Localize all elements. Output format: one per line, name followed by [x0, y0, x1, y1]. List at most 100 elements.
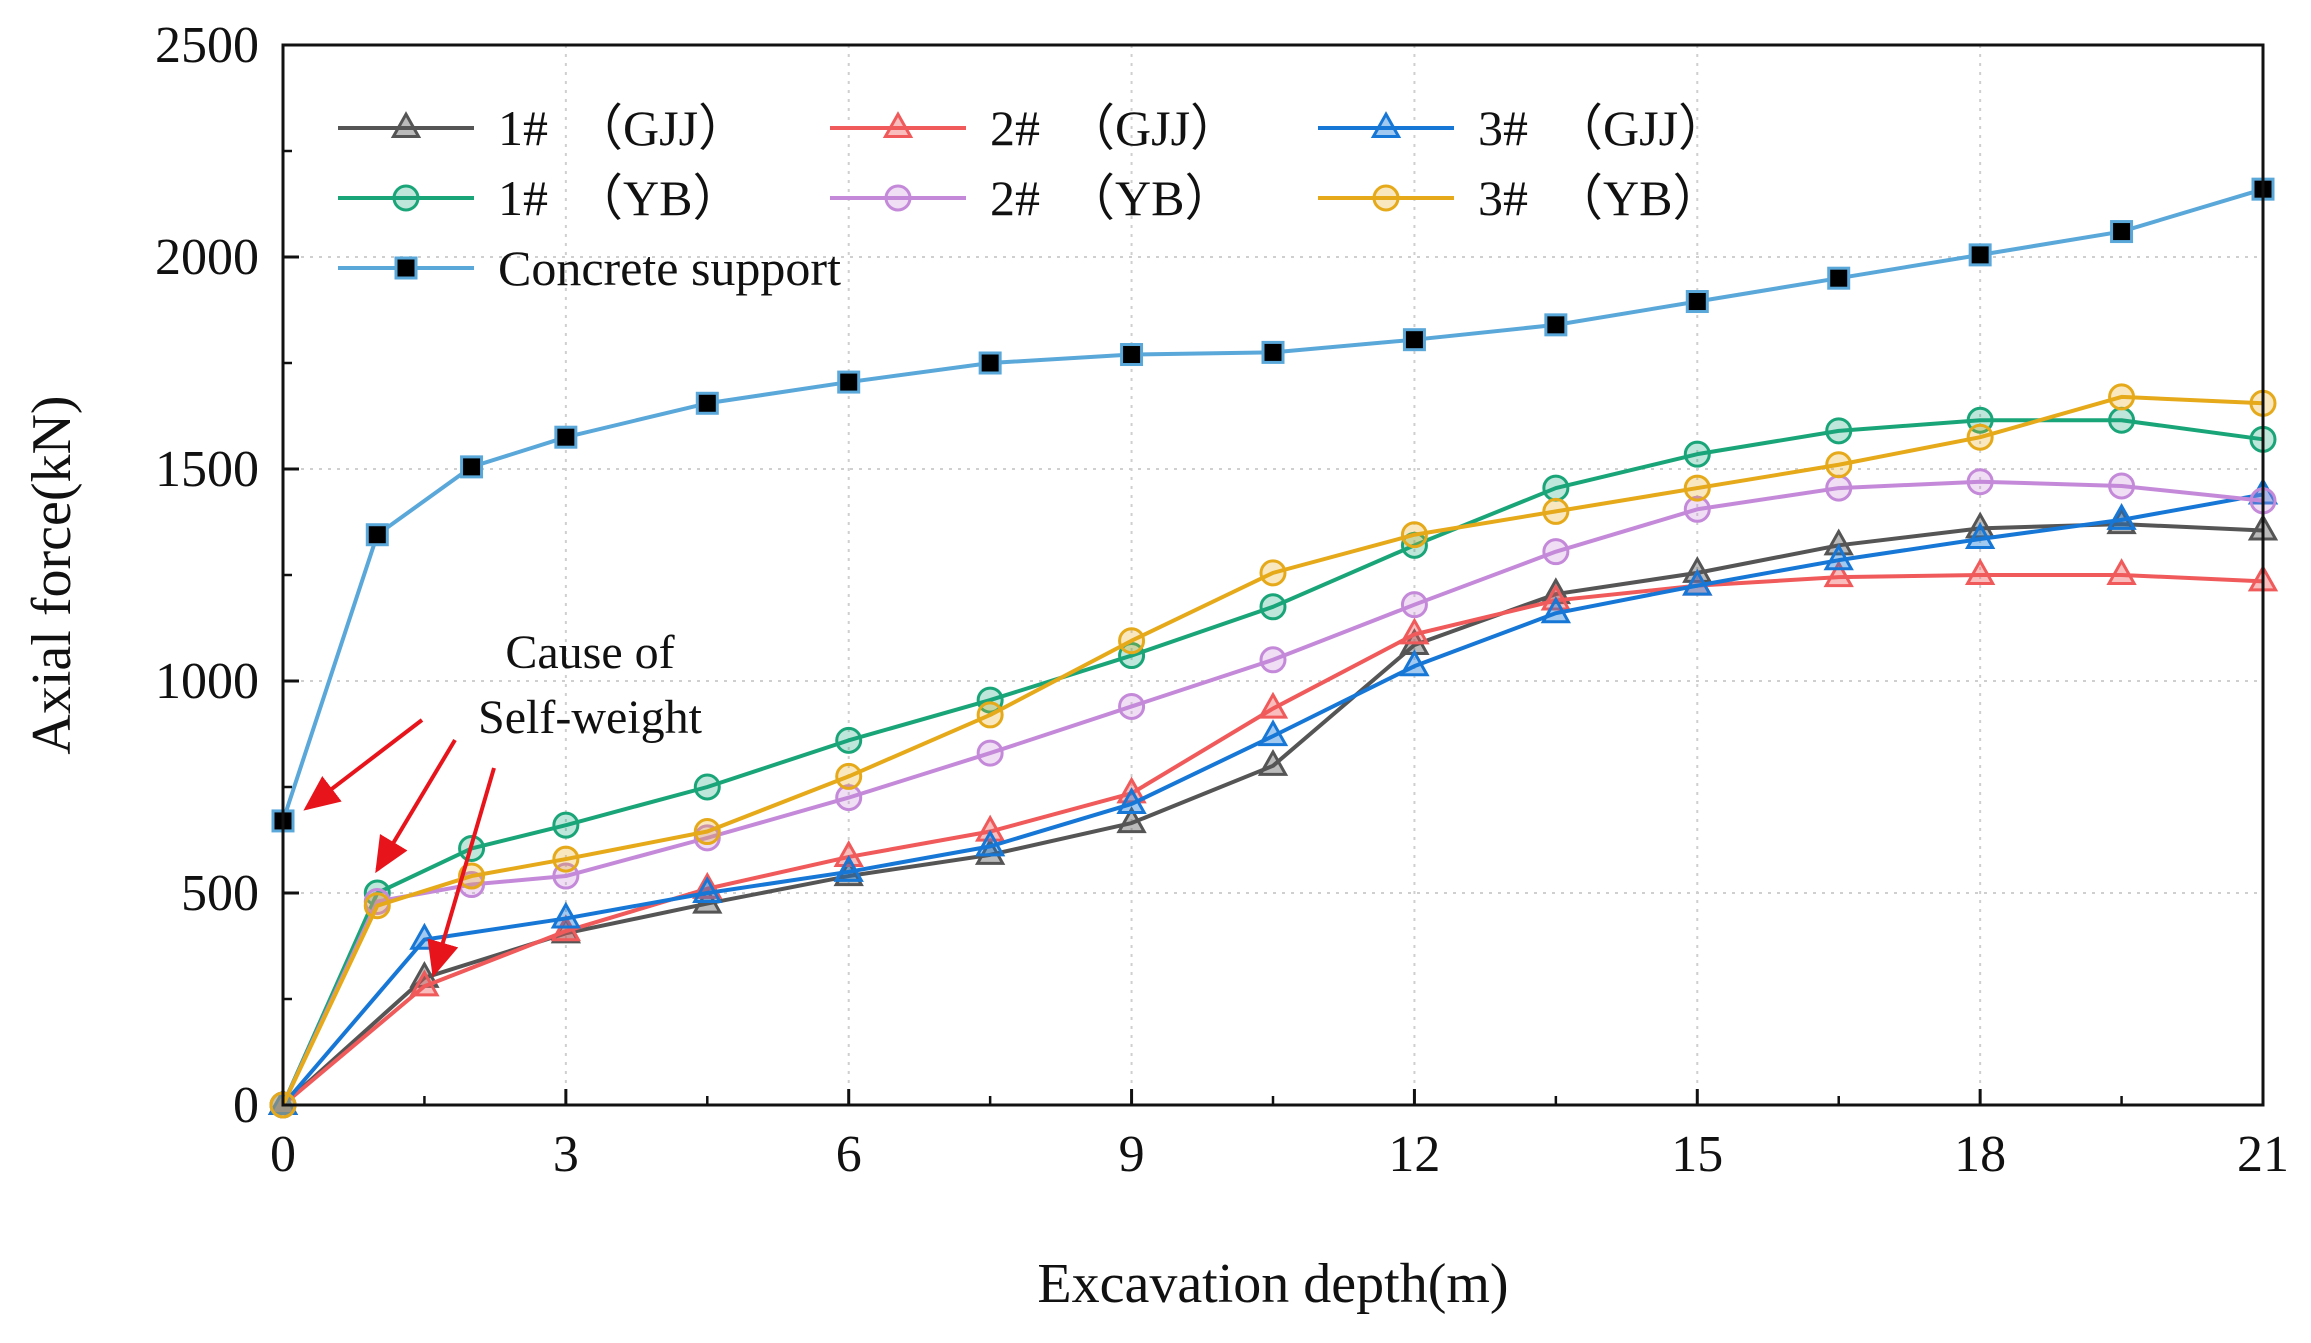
x-tick-label: 21 — [2237, 1126, 2289, 1183]
legend-item: 1# （YB） — [338, 170, 742, 226]
data-point — [1261, 340, 1285, 364]
data-point — [1257, 691, 1289, 719]
series-line — [281, 394, 2264, 1106]
data-point — [550, 901, 582, 929]
x-tick-label: 15 — [1671, 1126, 1723, 1183]
legend-item: 3# （GJJ） — [1318, 100, 1728, 156]
series-line — [281, 479, 2264, 1106]
annotation-text: Cause of — [505, 626, 674, 679]
data-point — [460, 455, 484, 479]
legend-item: Concrete support — [338, 240, 841, 296]
data-point — [1400, 521, 1428, 549]
data-point — [695, 391, 719, 415]
legend-label: 3# （GJJ） — [1478, 100, 1728, 156]
annotation-text: Self-weight — [478, 691, 703, 744]
data-point — [1116, 787, 1147, 815]
data-point — [833, 840, 864, 868]
data-point — [552, 811, 580, 839]
data-point — [1964, 522, 1996, 550]
data-point — [835, 726, 863, 754]
data-point — [1540, 596, 1572, 624]
y-tick-label: 500 — [181, 865, 259, 922]
legend-label: 3# （YB） — [1478, 170, 1722, 226]
series-line — [281, 187, 2264, 822]
y-tick-label: 2000 — [155, 229, 259, 286]
legend: 1# （GJJ） 2# （GJJ） 3# （GJJ） 1# （YB） 2# （YB） 3#… — [338, 100, 1728, 296]
x-tick-label: 12 — [1388, 1126, 1440, 1183]
legend-marker — [392, 184, 420, 212]
data-point — [1966, 423, 1994, 451]
data-point — [978, 351, 1002, 375]
series-6 — [269, 383, 2277, 1119]
data-point — [1116, 806, 1147, 834]
data-point — [1827, 266, 1851, 290]
data-point — [974, 829, 1006, 857]
annotation-arrow — [375, 738, 457, 874]
series-line — [281, 492, 2264, 1107]
legend-item: 1# （GJJ） — [338, 100, 748, 156]
data-point — [1825, 417, 1853, 445]
data-point — [1968, 243, 1992, 267]
data-point — [1964, 558, 1996, 586]
data-point — [365, 523, 389, 547]
series-line — [281, 522, 2264, 1107]
data-point — [1825, 451, 1853, 479]
annotation-group: Cause of Self-weight — [303, 626, 703, 978]
data-point — [976, 739, 1004, 767]
data-point — [1823, 528, 1854, 556]
y-tick-label: 1500 — [155, 441, 259, 498]
legend-label: 2# （YB） — [990, 170, 1234, 226]
ticks: 0 3 6 9 12 15 18 21 0 500 1000 1500 2000 2500 — [155, 17, 2289, 1183]
data-point — [409, 969, 440, 997]
x-tick-label: 3 — [553, 1126, 579, 1183]
data-point — [835, 762, 863, 790]
data-point — [363, 892, 391, 920]
legend-marker — [394, 256, 418, 280]
data-point — [1257, 719, 1289, 747]
data-point — [550, 914, 582, 942]
data-point — [2106, 503, 2137, 530]
annotation-arrow — [303, 718, 424, 811]
annotation-arrow — [427, 767, 496, 978]
y-tick-label: 0 — [233, 1077, 259, 1134]
legend-item: 3# （YB） — [1318, 170, 1722, 226]
data-point — [837, 370, 861, 394]
y-tick-label: 2500 — [155, 17, 259, 74]
data-point — [835, 784, 863, 812]
data-point — [1966, 468, 1994, 496]
legend-label: 2# （GJJ） — [990, 100, 1240, 156]
series-3 — [267, 477, 2279, 1116]
data-point — [1683, 440, 1711, 468]
data-point — [693, 818, 721, 846]
data-point — [2108, 406, 2136, 434]
data-point — [1259, 559, 1287, 587]
data-point — [552, 845, 580, 873]
data-point — [833, 854, 864, 882]
data-point — [1402, 328, 1426, 352]
legend-label: Concrete support — [498, 240, 841, 296]
data-point — [1118, 692, 1146, 720]
data-point — [692, 876, 723, 904]
legend-label: 1# （GJJ） — [498, 100, 748, 156]
data-point — [1823, 560, 1854, 588]
x-tick-label: 6 — [836, 1126, 862, 1183]
x-tick-label: 0 — [270, 1126, 296, 1183]
data-point — [1685, 290, 1709, 314]
data-point — [1118, 627, 1146, 655]
data-point — [1542, 538, 1570, 566]
y-tick-label: 1000 — [155, 653, 259, 710]
data-point — [1823, 543, 1854, 571]
series-line — [281, 418, 2264, 1106]
legend-marker — [1370, 111, 1402, 139]
series-group — [267, 177, 2279, 1119]
data-point — [1120, 343, 1144, 367]
legend-label: 1# （YB） — [498, 170, 742, 226]
data-point — [1400, 591, 1428, 619]
x-tick-label: 18 — [1954, 1126, 2006, 1183]
data-point — [1683, 495, 1711, 523]
series-line — [281, 573, 2264, 1107]
data-point — [554, 425, 578, 449]
